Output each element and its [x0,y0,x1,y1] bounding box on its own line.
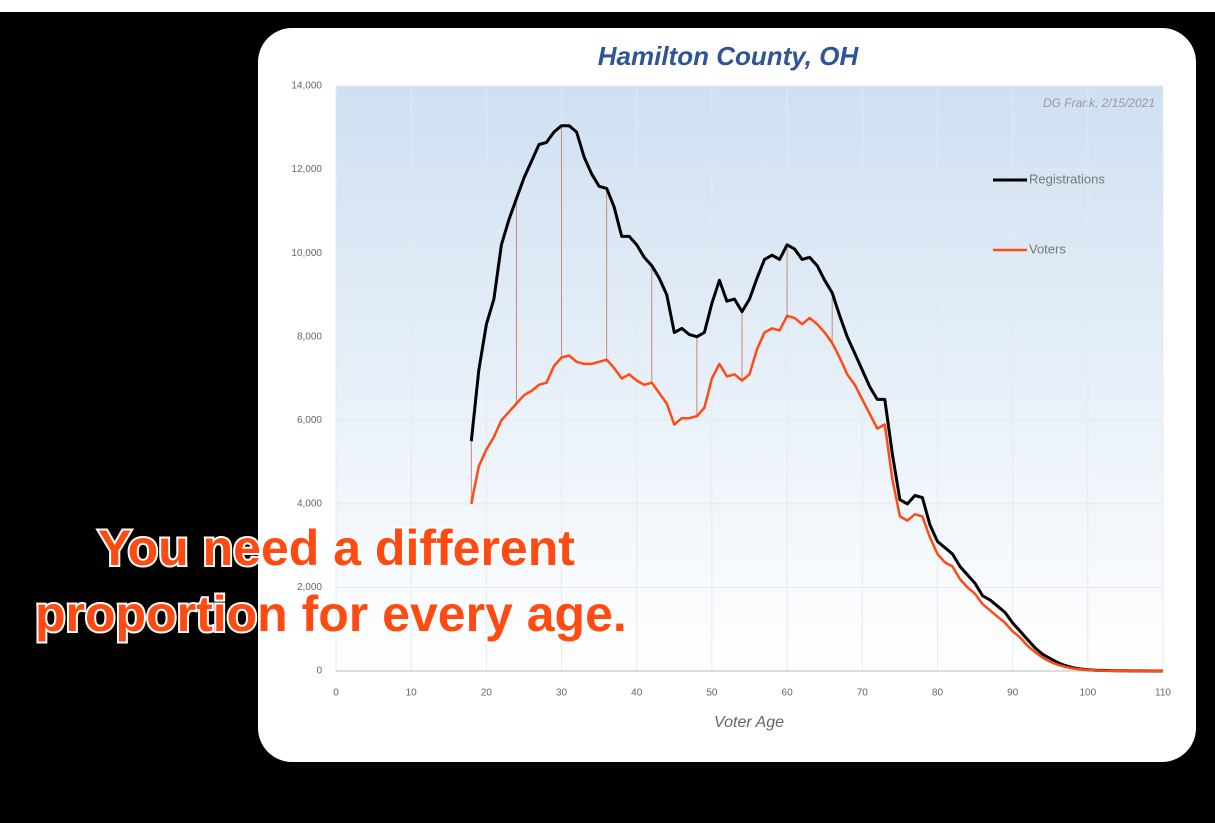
overlay-caption: You need a different [98,520,575,576]
y-tick-label: 10,000 [291,248,322,259]
plot-area [336,86,1163,671]
legend-label: Voters [1029,241,1066,256]
y-tick-label: 0 [316,666,322,677]
x-tick-label: 90 [1007,688,1019,699]
x-tick-label: 0 [333,688,339,699]
marks: 0 2,000 4,000 6,000 8,000 10,000 12,000 14,000 0… [291,81,1171,699]
x-tick-label: 100 [1079,688,1096,699]
x-tick-label: 10 [406,688,418,699]
x-tick-label: 110 [1155,688,1171,699]
x-tick-label: 80 [932,688,944,699]
y-tick-label: 12,000 [291,164,322,175]
y-tick-label: 8,000 [297,331,322,342]
x-tick-label: 30 [556,688,568,699]
y-tick-label: 2,000 [297,582,322,593]
overlay-caption: proportion for every age. [35,586,627,642]
x-tick-label: 50 [706,688,718,699]
y-tick-label: 6,000 [297,415,322,426]
series-line [470,314,1163,673]
x-tick-label: 40 [631,688,643,699]
y-tick-label: 14,000 [291,81,322,92]
chart-title: Hamilton County, OH [598,41,860,71]
x-tick-label: 70 [857,688,869,699]
credit: DG Frank, 2/15/2021 [1043,96,1155,110]
x-tick-label: 20 [481,688,493,699]
legend-label: Registrations [1029,171,1105,186]
series-line [469,124,1163,673]
top-strip [0,0,1215,12]
x-axis-label: Voter Age [714,714,784,731]
y-tick-label: 4,000 [297,498,322,509]
x-tick-label: 60 [782,688,794,699]
